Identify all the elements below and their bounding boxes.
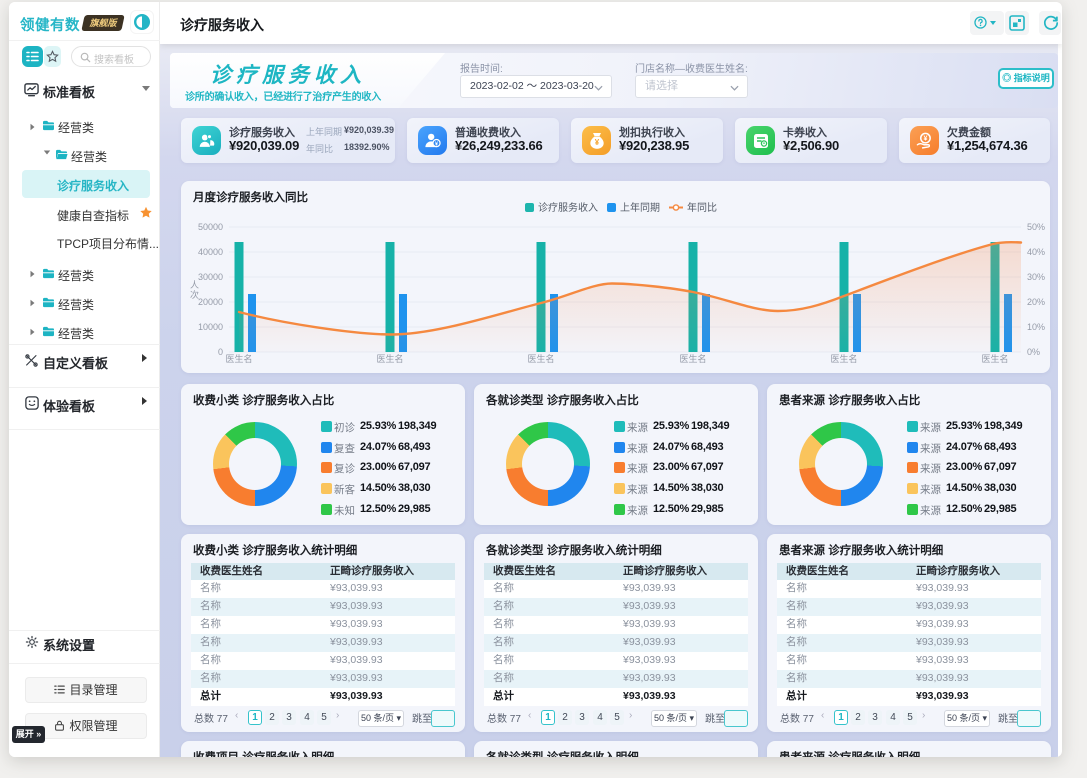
svg-text:医生名: 医生名 [679,353,706,364]
svg-text:¥: ¥ [595,138,600,147]
svg-text:医生名: 医生名 [981,353,1008,364]
svg-text:10000: 10000 [198,322,223,332]
svg-text:10%: 10% [1027,322,1045,332]
svg-text:¥: ¥ [435,141,438,147]
svg-text:30%: 30% [1027,272,1045,282]
svg-text:上年同期: 上年同期 [620,201,660,214]
svg-text:0: 0 [218,347,223,357]
svg-text:50000: 50000 [198,222,223,232]
svg-text:50%: 50% [1027,222,1045,232]
svg-text:20000: 20000 [198,297,223,307]
svg-text:0%: 0% [1027,347,1040,357]
svg-text:医生名: 医生名 [225,353,252,364]
svg-text:次: 次 [190,289,199,300]
svg-text:40000: 40000 [198,247,223,257]
svg-text:人: 人 [190,280,199,290]
svg-text:¥: ¥ [923,135,927,143]
svg-text:医生名: 医生名 [830,353,857,364]
svg-text:医生名: 医生名 [527,353,554,364]
svg-text:年同比: 年同比 [687,201,717,214]
svg-text:40%: 40% [1027,247,1045,257]
svg-text:30000: 30000 [198,272,223,282]
svg-text:诊疗服务收入: 诊疗服务收入 [538,201,598,214]
svg-text:20%: 20% [1027,297,1045,307]
svg-text:医生名: 医生名 [376,353,403,364]
